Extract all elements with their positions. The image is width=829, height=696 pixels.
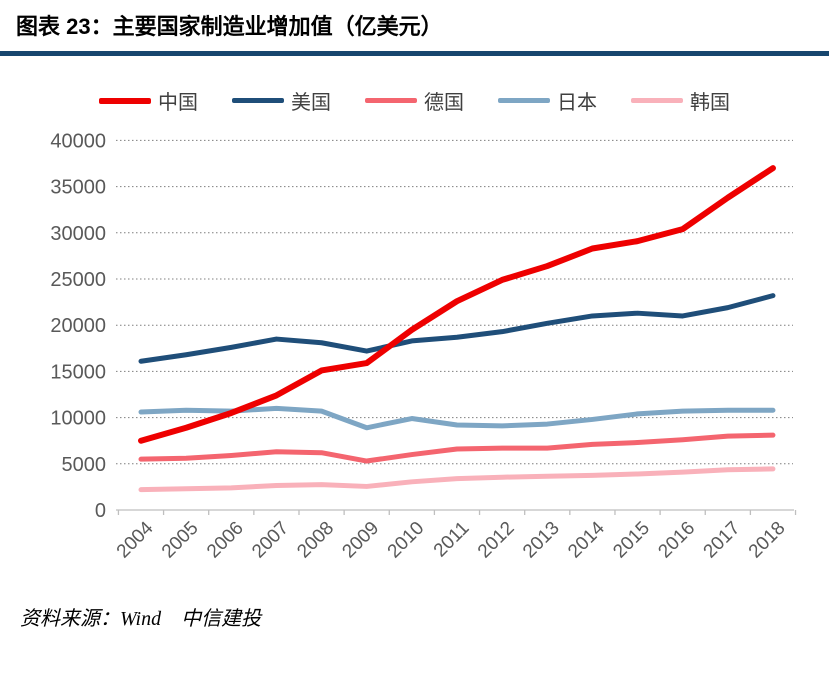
figure-title: 图表 23：主要国家制造业增加值（亿美元） bbox=[16, 14, 443, 39]
series-line-usa bbox=[138, 293, 776, 364]
series-line-china bbox=[138, 165, 776, 444]
legend-label-korea: 韩国 bbox=[690, 92, 730, 114]
series-line-korea bbox=[138, 466, 776, 493]
source-note: 资料来源：Wind 中信建投 bbox=[20, 608, 262, 630]
x-tick-label: 2018 bbox=[745, 518, 790, 563]
y-tick-label: 30000 bbox=[50, 223, 106, 245]
chart-legend: 中国 美国 德国 日本 韩国 bbox=[0, 86, 829, 115]
title-divider bbox=[0, 51, 829, 56]
y-tick-label: 40000 bbox=[50, 130, 106, 152]
x-tick-label: 2014 bbox=[564, 517, 609, 562]
legend-label-germany: 德国 bbox=[424, 92, 464, 114]
y-tick-label: 35000 bbox=[50, 177, 106, 199]
y-tick-label: 0 bbox=[95, 500, 106, 522]
x-tick-label: 2004 bbox=[113, 517, 158, 562]
figure-header: 图表 23：主要国家制造业增加值（亿美元） bbox=[0, 0, 829, 56]
y-tick-label: 10000 bbox=[50, 408, 106, 430]
y-tick-label: 20000 bbox=[50, 315, 106, 337]
legend-swatch-china bbox=[99, 97, 151, 104]
x-tick-label: 2017 bbox=[700, 518, 745, 563]
legend-label-china: 中国 bbox=[158, 92, 198, 114]
legend-label-japan: 日本 bbox=[557, 92, 597, 114]
legend-item-korea: 韩国 bbox=[631, 86, 730, 115]
legend-swatch-usa bbox=[232, 98, 284, 103]
line-chart: 0 5000 10000 15000 20000 25000 30000 35000 40000… bbox=[50, 130, 797, 563]
legend-label-usa: 美国 bbox=[291, 92, 331, 114]
y-tick-label: 25000 bbox=[50, 269, 106, 291]
legend-item-usa: 美国 bbox=[232, 86, 331, 115]
x-tick-label: 2009 bbox=[338, 518, 383, 563]
x-tick-label: 2008 bbox=[293, 518, 338, 563]
legend-item-germany: 德国 bbox=[365, 86, 464, 115]
series-line-germany bbox=[138, 432, 776, 464]
legend-swatch-germany bbox=[365, 98, 417, 103]
legend-item-japan: 日本 bbox=[498, 86, 597, 115]
x-tick-label: 2013 bbox=[519, 518, 564, 563]
x-tick-label: 2011 bbox=[430, 518, 474, 562]
legend-swatch-korea bbox=[631, 98, 683, 103]
x-tick-label: 2005 bbox=[158, 518, 203, 563]
y-tick-label: 5000 bbox=[62, 454, 107, 476]
x-tick-label: 2016 bbox=[654, 518, 699, 563]
x-tick-label: 2007 bbox=[248, 518, 293, 563]
legend-item-china: 中国 bbox=[99, 86, 198, 115]
x-tick-label: 2015 bbox=[609, 518, 654, 563]
x-tick-label: 2006 bbox=[203, 518, 248, 563]
x-tick-label: 2012 bbox=[474, 518, 519, 563]
x-tick-label: 2010 bbox=[384, 518, 429, 563]
legend-swatch-japan bbox=[498, 98, 550, 103]
y-tick-label: 15000 bbox=[50, 361, 106, 383]
